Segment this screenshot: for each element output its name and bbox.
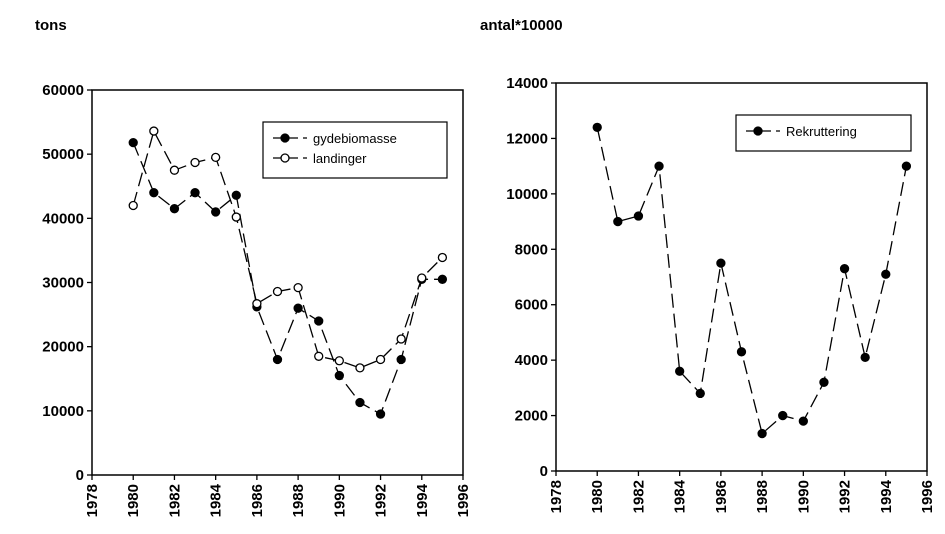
- data-point: [128, 200, 138, 211]
- data-point: [396, 334, 406, 344]
- data-point: [860, 352, 870, 363]
- data-point: [272, 286, 283, 297]
- legend-marker: [280, 133, 290, 143]
- x-tick-label: 1990: [795, 480, 812, 513]
- data-point: [314, 316, 324, 326]
- x-tick-label: 1978: [84, 484, 101, 517]
- data-point: [293, 282, 303, 293]
- data-point: [231, 212, 241, 222]
- y-tick-label: 20000: [42, 339, 84, 356]
- x-tick-label: 1994: [878, 479, 895, 513]
- x-tick-label: 1986: [249, 484, 266, 517]
- y-tick-label: 6000: [515, 297, 548, 314]
- x-tick-label: 1988: [754, 480, 771, 513]
- y-tick-label: 0: [76, 467, 84, 484]
- data-point: [272, 354, 283, 365]
- legend-label: landinger: [313, 151, 367, 166]
- data-point: [211, 152, 221, 163]
- data-point: [613, 216, 623, 227]
- data-point: [778, 410, 788, 421]
- legend-label: Rekruttering: [786, 124, 857, 139]
- data-point: [314, 351, 324, 361]
- y-tick-label: 12000: [506, 130, 548, 147]
- data-point: [231, 190, 241, 200]
- data-point: [128, 137, 138, 148]
- plot-frame: [555, 82, 928, 472]
- data-point: [881, 269, 891, 279]
- y-tick-label: 4000: [515, 352, 548, 369]
- data-point: [169, 204, 180, 214]
- data-point: [736, 347, 747, 357]
- x-tick-label: 1982: [630, 480, 647, 513]
- x-tick-label: 1996: [919, 480, 936, 513]
- y-tick-label: 30000: [42, 275, 84, 292]
- data-point: [396, 354, 406, 365]
- data-point: [190, 157, 200, 168]
- x-tick-label: 1988: [290, 484, 307, 517]
- y-tick-label: 14000: [506, 75, 548, 92]
- data-point: [839, 264, 850, 274]
- data-point: [334, 356, 344, 366]
- data-point: [211, 207, 221, 217]
- data-point: [169, 165, 180, 175]
- data-point: [149, 188, 159, 198]
- y-tick-label: 60000: [42, 82, 84, 99]
- y-tick-label: 8000: [515, 241, 548, 258]
- y-tick-label: 0: [540, 463, 548, 480]
- legend-label: gydebiomasse: [313, 131, 397, 146]
- x-tick-label: 1992: [373, 484, 390, 517]
- x-tick-label: 1986: [713, 480, 730, 513]
- data-point: [716, 258, 726, 268]
- data-point: [437, 274, 448, 284]
- data-point: [654, 161, 664, 171]
- data-point: [592, 122, 602, 132]
- series-line: [132, 142, 443, 415]
- data-point: [190, 188, 200, 198]
- data-point: [149, 126, 159, 136]
- data-point: [334, 370, 344, 381]
- data-point: [252, 299, 262, 309]
- data-point: [757, 428, 767, 439]
- data-point: [633, 211, 644, 221]
- legend-marker: [280, 153, 290, 163]
- y-tick-label: 40000: [42, 210, 84, 227]
- x-tick-label: 1994: [414, 483, 431, 517]
- x-tick-label: 1984: [672, 479, 689, 513]
- x-tick-label: 1982: [166, 484, 183, 517]
- data-point: [355, 363, 365, 373]
- series-line: [596, 127, 908, 435]
- data-point: [355, 397, 365, 408]
- data-point: [375, 354, 386, 365]
- data-point: [293, 303, 303, 313]
- x-tick-label: 1980: [589, 480, 606, 513]
- data-point: [417, 273, 427, 283]
- x-tick-label: 1990: [331, 484, 348, 517]
- data-point: [901, 161, 912, 171]
- y-tick-label: 10000: [506, 186, 548, 203]
- data-point: [437, 252, 448, 263]
- x-tick-label: 1992: [837, 480, 854, 513]
- data-point: [675, 366, 685, 376]
- data-point: [819, 377, 829, 387]
- x-tick-label: 1980: [125, 484, 142, 517]
- data-point: [695, 388, 705, 399]
- y-tick-label: 2000: [515, 408, 548, 425]
- x-tick-label: 1996: [455, 484, 472, 517]
- legend-box: [735, 114, 912, 152]
- data-point: [798, 416, 808, 426]
- x-tick-label: 1978: [548, 480, 565, 513]
- chart-title: tons: [35, 17, 67, 34]
- y-tick-label: 10000: [42, 403, 84, 420]
- chart-title: antal*10000: [480, 17, 563, 34]
- y-tick-label: 50000: [42, 146, 84, 163]
- legend-marker: [753, 126, 763, 136]
- x-tick-label: 1984: [208, 483, 225, 517]
- series-line: [132, 129, 443, 369]
- legend-box: [262, 121, 448, 179]
- data-point: [375, 409, 386, 419]
